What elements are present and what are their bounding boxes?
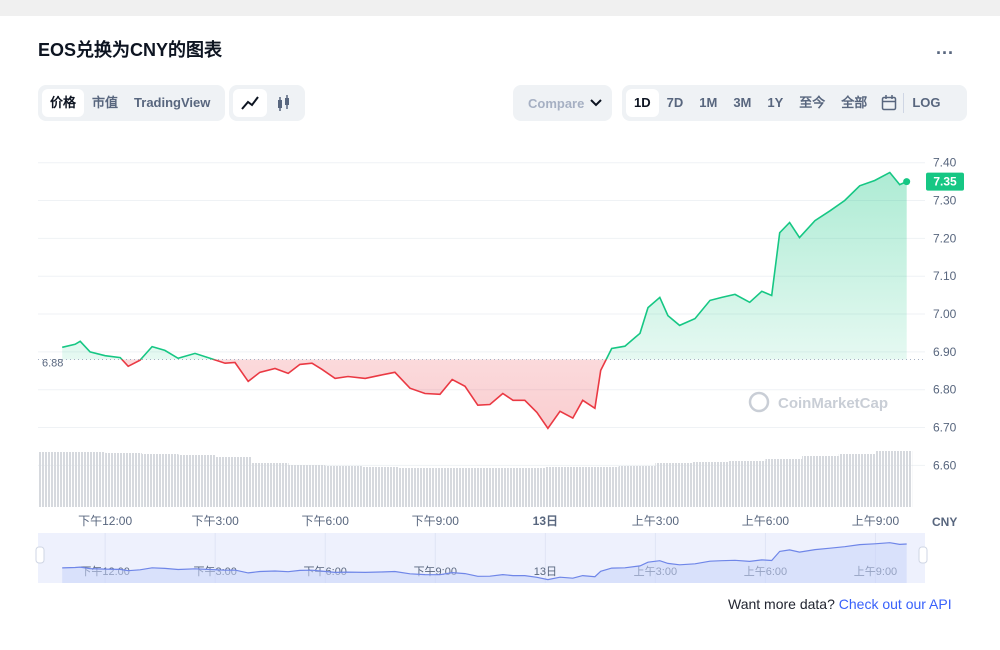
range-button[interactable]: 3M [733, 95, 752, 110]
y-tick-label: 7.20 [933, 231, 957, 245]
volume-bar [655, 463, 693, 507]
range-group: 1D 7D 1M 3M 1Y 至今 全部 LOG [622, 85, 967, 121]
range-button[interactable]: 全部 [841, 95, 868, 110]
footer-text: Want more data? [728, 596, 835, 612]
last-price-box [926, 172, 964, 191]
navigator-handle[interactable] [918, 546, 928, 564]
area-up [62, 172, 907, 360]
y-tick-label: 7.30 [933, 194, 957, 208]
tab[interactable]: 价格 [42, 89, 85, 117]
volume-bar [692, 462, 729, 507]
tab[interactable]: 市值 [92, 95, 119, 110]
log-button[interactable]: LOG [912, 95, 941, 110]
y-tick-label: 6.70 [933, 421, 957, 435]
volume-bar [508, 468, 546, 507]
area-down [121, 359, 607, 429]
volume-bar [618, 466, 656, 507]
x-tick-label: 上午3:00 [632, 514, 680, 528]
x-tick-label: 下午9:00 [412, 514, 460, 528]
more-menu[interactable]: ... [936, 38, 955, 58]
volume-bar [251, 463, 289, 507]
range-button[interactable]: 至今 [799, 95, 826, 110]
volume-bar [471, 468, 509, 507]
last-price-dot [903, 178, 911, 186]
watermark-logo [748, 391, 770, 413]
navigator-line [62, 542, 907, 581]
range-button[interactable]: 1M [699, 95, 718, 110]
volume-bar [288, 465, 326, 507]
volume-bar [802, 456, 839, 507]
calendar-icon [882, 95, 897, 111]
compare-dropdown[interactable]: Compare [513, 85, 612, 121]
watermark: CoinMarketCap [778, 395, 888, 412]
volume-bar [68, 452, 106, 507]
volume-bar [582, 467, 619, 507]
navigator-tick-label: 13日 [534, 566, 557, 578]
volume-bar [435, 468, 472, 507]
compare-label: Compare [528, 95, 584, 111]
range-button[interactable]: 7D [666, 95, 684, 110]
volume-bar [141, 454, 179, 507]
volume-bar [545, 467, 583, 507]
reference-label: 6.88 [42, 357, 63, 369]
x-tick-label: 13日 [533, 514, 558, 528]
chart-type-group [229, 85, 305, 121]
top-bar [0, 0, 1000, 16]
last-price-label: 7.35 [933, 175, 957, 189]
range-button[interactable]: 1Y [767, 95, 784, 110]
navigator-area [62, 542, 907, 583]
volume-bar [105, 453, 142, 507]
caret [590, 99, 602, 107]
candle-icon [278, 95, 289, 111]
x-tick-label: 下午6:00 [302, 514, 350, 528]
footer: Want more data? Check out our API [728, 596, 952, 612]
y-tick-label: 7.00 [933, 307, 957, 321]
volume-bar [875, 451, 913, 507]
y-tick-label: 6.90 [933, 345, 957, 359]
volume-bar [38, 452, 69, 507]
y-tick-label: 7.40 [933, 156, 957, 170]
x-tick-label: 下午3:00 [192, 514, 240, 528]
volume-bar [398, 468, 436, 507]
range-button[interactable]: 1D [626, 89, 659, 117]
volume-bar [728, 461, 766, 507]
volume-bar [838, 454, 876, 507]
x-tick-label: 上午6:00 [742, 514, 790, 528]
x-tick-label: 下午12:00 [78, 514, 132, 528]
api-link[interactable]: Check out our API [838, 596, 952, 612]
tab[interactable]: TradingView [134, 95, 211, 110]
divider [903, 93, 905, 113]
volume-bar [215, 457, 252, 507]
y-tick-label: 7.10 [933, 269, 957, 283]
price-line-down [120, 359, 608, 430]
y-tick-label: 6.60 [933, 458, 957, 472]
currency-label: CNY [932, 515, 957, 529]
y-tick-label: 6.80 [933, 383, 957, 397]
calendar-button[interactable] [875, 89, 903, 117]
candle-chart-button[interactable] [267, 89, 301, 117]
line-chart-button[interactable] [233, 89, 267, 117]
volume-bar [325, 466, 362, 507]
volume-bar [765, 459, 803, 507]
chart-title: EOS兑换为CNY的图表 [38, 40, 223, 60]
navigator-handle[interactable] [35, 546, 45, 564]
price-line-up [62, 171, 908, 360]
x-tick-label: 上午9:00 [852, 514, 900, 528]
line-icon [241, 96, 259, 110]
volume-bar [178, 455, 216, 507]
tab-group: 价格 市值 TradingView [38, 85, 225, 121]
volume-bar [361, 467, 399, 507]
volume-group [38, 451, 913, 507]
